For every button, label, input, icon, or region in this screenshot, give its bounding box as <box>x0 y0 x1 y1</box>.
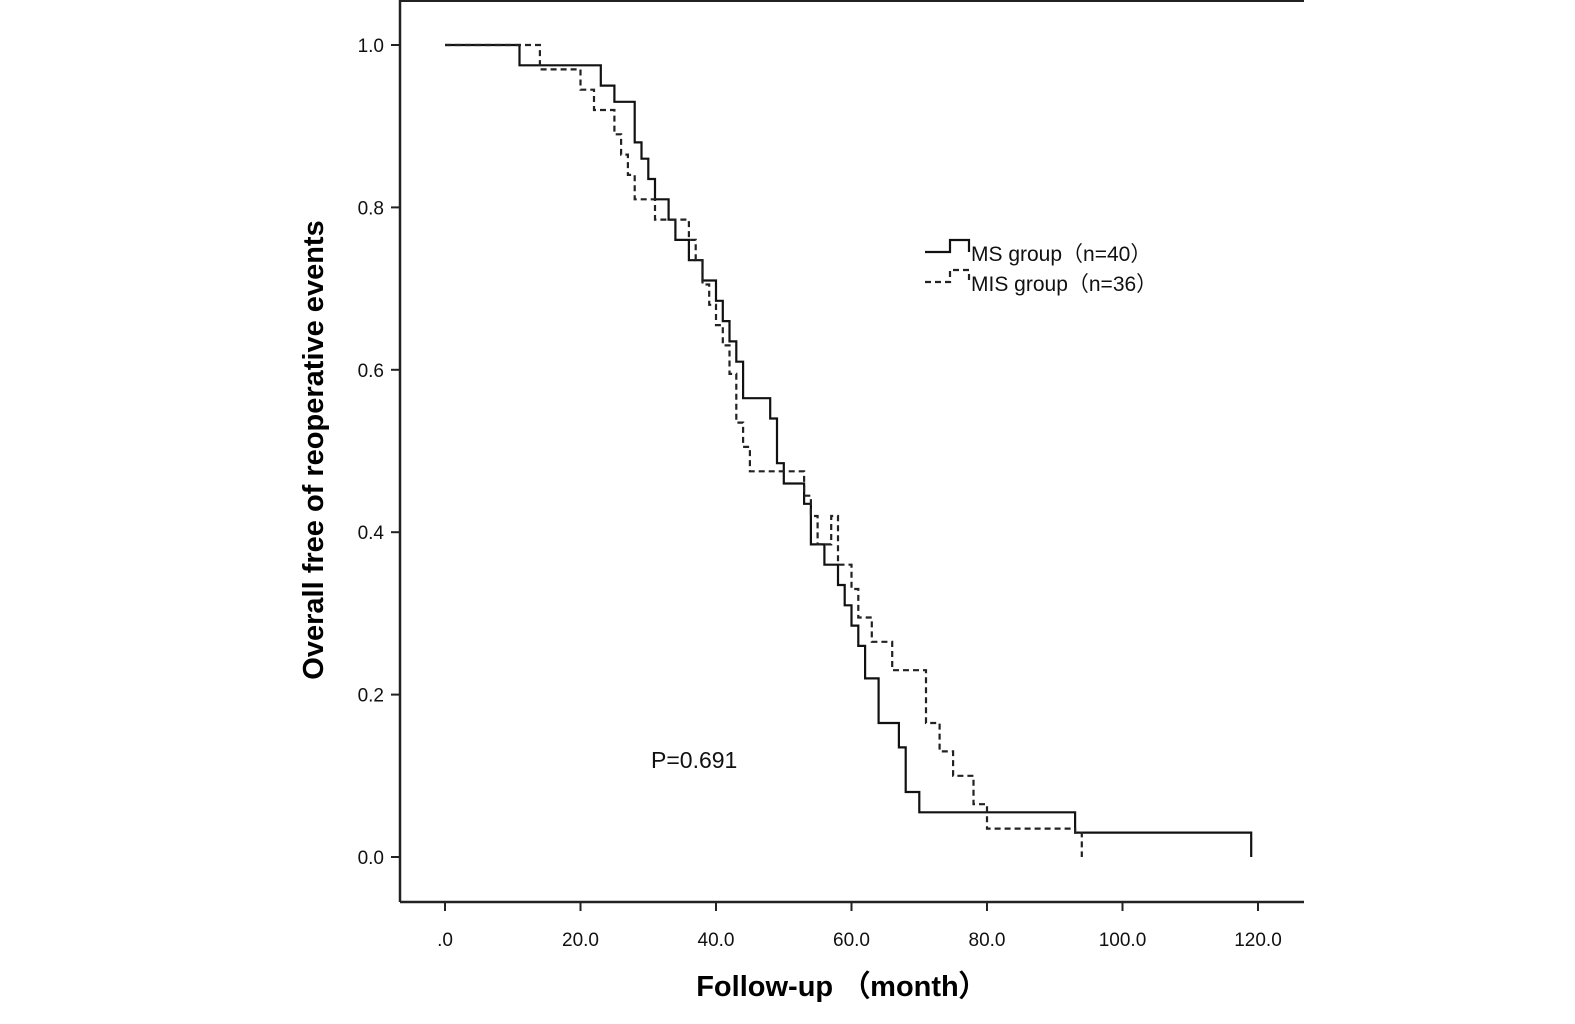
legend-symbol <box>925 238 971 254</box>
y-ticks: 0.0 0.2 0.4 0.6 0.8 1.0 <box>358 36 400 869</box>
x-tick-label: 60.0 <box>833 930 870 951</box>
x-ticks: .0 20.0 40.0 60.0 80.0 100.0 120.0 <box>437 902 1282 951</box>
y-tick-label: 0.2 <box>358 686 384 707</box>
y-tick-label: 0.0 <box>358 848 384 869</box>
x-tick-label: 100.0 <box>1099 930 1147 951</box>
x-tick-label: 20.0 <box>562 930 599 951</box>
x-axis-title: Follow-up （month） <box>696 970 988 1003</box>
legend-symbol <box>925 268 971 284</box>
x-tick-label: 120.0 <box>1234 930 1282 951</box>
series-line-ms-group <box>445 43 1253 857</box>
x-tick-label: 40.0 <box>698 930 735 951</box>
series-line-mis-group <box>445 43 1083 857</box>
legend-label: MIS group（n=36） <box>971 273 1157 296</box>
series-lines <box>445 43 1253 857</box>
legend: MS group（n=40） MIS group（n=36） <box>925 238 1157 296</box>
legend-label: MS group（n=40） <box>971 243 1151 266</box>
y-axis-title: Overall free of reoperative events <box>298 220 330 679</box>
y-tick-label: 0.4 <box>358 523 385 544</box>
y-tick-label: 0.6 <box>358 361 384 382</box>
p-value-annotation: P=0.691 <box>651 747 737 773</box>
y-tick-label: 1.0 <box>358 36 384 57</box>
x-tick-label: .0 <box>437 930 453 951</box>
chart-axes <box>398 0 1304 904</box>
y-tick-label: 0.8 <box>358 198 384 219</box>
x-tick-label: 80.0 <box>969 930 1006 951</box>
